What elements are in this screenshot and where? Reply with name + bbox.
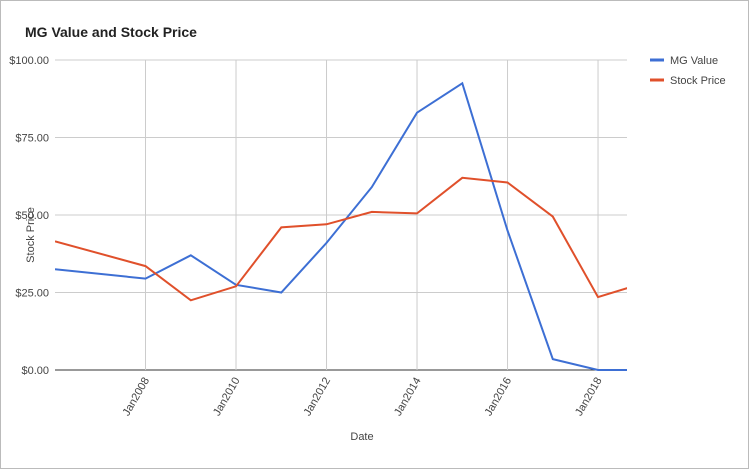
y-axis-title: Stock Price — [25, 207, 37, 263]
legend: MG Value Stock Price — [650, 55, 726, 87]
plot — [55, 81, 627, 371]
y-tick-label: $50.00 — [15, 210, 49, 222]
y-tick-label: $100.00 — [9, 55, 49, 67]
y-tick-label: $0.00 — [21, 365, 49, 377]
legend-label: MG Value — [670, 55, 718, 67]
series-line — [55, 81, 627, 371]
chart-title: MG Value and Stock Price — [25, 24, 197, 40]
legend-label: Stock Price — [670, 75, 726, 87]
x-axis-title: Date — [350, 431, 373, 443]
y-tick-label: $75.00 — [15, 133, 49, 145]
series-line — [55, 176, 627, 302]
y-tick-label: $25.00 — [15, 288, 49, 300]
